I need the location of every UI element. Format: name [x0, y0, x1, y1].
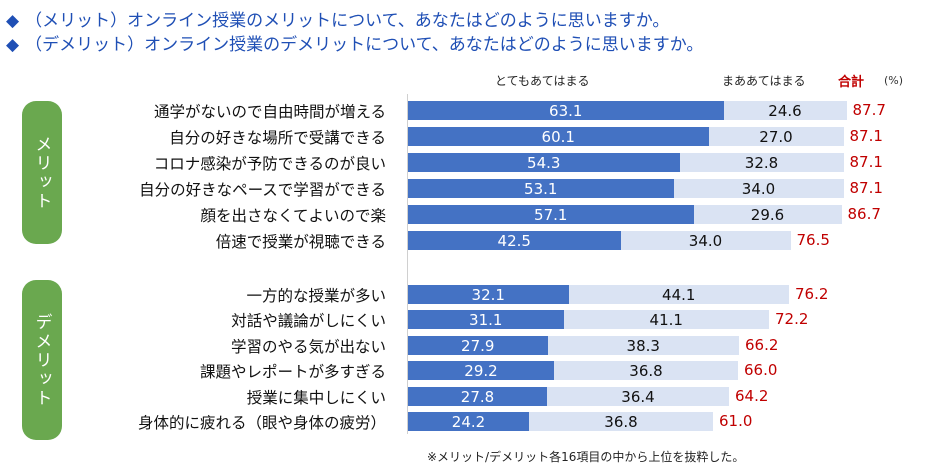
bar-very-applicable: 42.5	[408, 231, 621, 250]
bar-somewhat-applicable: 34.0	[620, 231, 791, 250]
bar-somewhat-applicable: 24.6	[723, 101, 847, 120]
bar-very-applicable: 53.1	[408, 179, 674, 198]
bar-very-applicable: 27.9	[408, 336, 548, 355]
total-value: 76.5	[796, 231, 830, 249]
total-value: 66.2	[745, 336, 779, 354]
bar-very-applicable: 32.1	[408, 285, 569, 304]
chart-row-demerit: 対話や議論がしにくい 31.1 41.1 72.2	[0, 307, 943, 331]
chart-row-merit: 自分の好きな場所で受講できる 60.1 27.0 87.1	[0, 124, 943, 148]
total-value: 87.1	[849, 127, 883, 145]
total-value: 87.1	[849, 179, 883, 197]
total-value: 64.2	[735, 387, 769, 405]
bar-very-applicable: 24.2	[408, 412, 529, 431]
bar-somewhat-applicable: 38.3	[547, 336, 739, 355]
category-label: 対話や議論がしにくい	[231, 312, 386, 330]
chart-row-merit: 通学がないので自由時間が増える 63.1 24.6 87.7	[0, 98, 943, 122]
category-label: 顔を出さなくてよいので楽	[200, 207, 386, 225]
question-demerit-text: （デメリット）オンライン授業のデメリットについて、あなたはどのように思いますか。	[25, 35, 704, 55]
bar-very-applicable: 60.1	[408, 127, 709, 146]
chart-row-demerit: 学習のやる気が出ない 27.9 38.3 66.2	[0, 333, 943, 357]
group-pill-merit: メリット	[22, 101, 62, 244]
diamond-icon: ◆	[6, 11, 20, 31]
bar-very-applicable: 57.1	[408, 205, 694, 224]
chart-row-merit: 自分の好きなペースで学習ができる 53.1 34.0 87.1	[0, 176, 943, 200]
group-label-demerit: デメリット	[31, 312, 52, 408]
chart-row-merit: コロナ感染が予防できるのが良い 54.3 32.8 87.1	[0, 150, 943, 174]
total-value: 61.0	[719, 412, 753, 430]
chart-row-demerit: 課題やレポートが多すぎる 29.2 36.8 66.0	[0, 358, 943, 382]
bar-somewhat-applicable: 41.1	[563, 310, 769, 329]
legend-series-2: まああてはまる	[722, 74, 806, 88]
total-value: 87.1	[849, 153, 883, 171]
bar-very-applicable: 27.8	[408, 387, 547, 406]
chart-row-merit: 倍速で授業が視聴できる 42.5 34.0 76.5	[0, 228, 943, 252]
group-label-merit: メリット	[31, 134, 52, 211]
category-label: 自分の好きな場所で受講できる	[169, 129, 386, 147]
category-label: 身体的に疲れる（眼や身体の疲労）	[137, 414, 386, 432]
chart-row-demerit: 授業に集中しにくい 27.8 36.4 64.2	[0, 384, 943, 408]
axis-line	[407, 94, 408, 434]
total-value: 87.7	[852, 101, 886, 119]
legend-series-1: とてもあてはまる	[495, 74, 590, 88]
bar-very-applicable: 54.3	[408, 153, 680, 172]
category-label: 通学がないので自由時間が増える	[153, 103, 386, 121]
bar-somewhat-applicable: 29.6	[693, 205, 842, 224]
question-merit-text: （メリット）オンライン授業のメリットについて、あなたはどのように思いますか。	[25, 11, 670, 31]
category-label: 一方的な授業が多い	[246, 287, 386, 305]
category-label: コロナ感染が予防できるのが良い	[153, 155, 386, 173]
chart-row-demerit: 身体的に疲れる（眼や身体の疲労） 24.2 36.8 61.0	[0, 409, 943, 433]
total-value: 86.7	[847, 205, 881, 223]
category-label: 自分の好きなペースで学習ができる	[139, 181, 386, 199]
bar-somewhat-applicable: 32.8	[679, 153, 844, 172]
bar-somewhat-applicable: 36.8	[554, 361, 738, 380]
bar-very-applicable: 29.2	[408, 361, 554, 380]
chart-row-merit: 顔を出さなくてよいので楽 57.1 29.6 86.7	[0, 202, 943, 226]
legend-total: 合計	[838, 75, 865, 90]
total-value: 76.2	[795, 285, 829, 303]
category-label: 授業に集中しにくい	[246, 389, 386, 407]
bar-somewhat-applicable: 44.1	[568, 285, 789, 304]
bar-somewhat-applicable: 36.4	[547, 387, 729, 406]
group-pill-demerit: デメリット	[22, 280, 62, 440]
question-demerit: ◆ （デメリット）オンライン授業のデメリットについて、あなたはどのように思いますか…	[6, 30, 703, 55]
diamond-icon: ◆	[6, 35, 20, 55]
chart-row-demerit: 一方的な授業が多い 32.1 44.1 76.2	[0, 282, 943, 306]
total-value: 72.2	[775, 310, 809, 328]
bar-somewhat-applicable: 34.0	[673, 179, 844, 198]
category-label: 課題やレポートが多すぎる	[199, 363, 386, 381]
question-merit: ◆ （メリット）オンライン授業のメリットについて、あなたはどのように思いますか。	[6, 6, 669, 31]
bar-somewhat-applicable: 27.0	[708, 127, 844, 146]
bar-very-applicable: 63.1	[408, 101, 724, 120]
bar-very-applicable: 31.1	[408, 310, 564, 329]
footnote: ※メリット/デメリット各16項目の中から上位を抜粋した。	[427, 450, 745, 464]
total-value: 66.0	[744, 361, 778, 379]
category-label: 倍速で授業が視聴できる	[215, 233, 386, 251]
unit-label: (%)	[884, 74, 904, 87]
bar-somewhat-applicable: 36.8	[529, 412, 713, 431]
category-label: 学習のやる気が出ない	[230, 338, 386, 356]
